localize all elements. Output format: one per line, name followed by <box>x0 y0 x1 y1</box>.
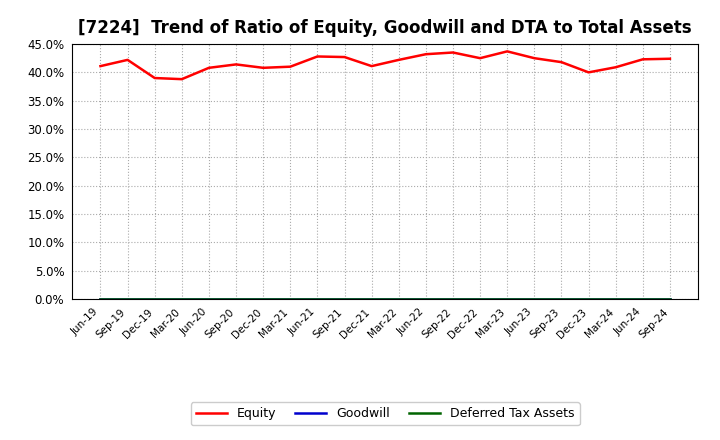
Deferred Tax Assets <box>611 297 620 302</box>
Equity <box>204 65 213 70</box>
Equity <box>421 51 430 57</box>
Equity <box>584 70 593 75</box>
Deferred Tax Assets <box>421 297 430 302</box>
Goodwill <box>286 297 294 302</box>
Deferred Tax Assets <box>449 297 457 302</box>
Deferred Tax Assets <box>150 297 159 302</box>
Equity <box>395 57 403 62</box>
Goodwill <box>639 297 647 302</box>
Goodwill <box>584 297 593 302</box>
Equity <box>611 65 620 70</box>
Title: [7224]  Trend of Ratio of Equity, Goodwill and DTA to Total Assets: [7224] Trend of Ratio of Equity, Goodwil… <box>78 19 692 37</box>
Goodwill <box>557 297 566 302</box>
Equity <box>123 57 132 62</box>
Goodwill <box>530 297 539 302</box>
Deferred Tax Assets <box>204 297 213 302</box>
Goodwill <box>123 297 132 302</box>
Goodwill <box>178 297 186 302</box>
Deferred Tax Assets <box>96 297 105 302</box>
Goodwill <box>503 297 511 302</box>
Equity <box>367 63 376 69</box>
Deferred Tax Assets <box>232 297 240 302</box>
Deferred Tax Assets <box>259 297 268 302</box>
Deferred Tax Assets <box>367 297 376 302</box>
Deferred Tax Assets <box>584 297 593 302</box>
Equity <box>150 75 159 81</box>
Line: Equity: Equity <box>101 51 670 79</box>
Deferred Tax Assets <box>178 297 186 302</box>
Goodwill <box>341 297 349 302</box>
Deferred Tax Assets <box>665 297 674 302</box>
Equity <box>259 65 268 70</box>
Equity <box>557 59 566 65</box>
Equity <box>476 55 485 61</box>
Equity <box>96 63 105 69</box>
Deferred Tax Assets <box>123 297 132 302</box>
Equity <box>232 62 240 67</box>
Equity <box>503 49 511 54</box>
Deferred Tax Assets <box>286 297 294 302</box>
Deferred Tax Assets <box>313 297 322 302</box>
Goodwill <box>96 297 105 302</box>
Equity <box>341 55 349 60</box>
Equity <box>665 56 674 62</box>
Deferred Tax Assets <box>395 297 403 302</box>
Goodwill <box>150 297 159 302</box>
Deferred Tax Assets <box>503 297 511 302</box>
Goodwill <box>259 297 268 302</box>
Equity <box>178 77 186 82</box>
Deferred Tax Assets <box>557 297 566 302</box>
Equity <box>313 54 322 59</box>
Goodwill <box>204 297 213 302</box>
Goodwill <box>665 297 674 302</box>
Legend: Equity, Goodwill, Deferred Tax Assets: Equity, Goodwill, Deferred Tax Assets <box>191 403 580 425</box>
Equity <box>286 64 294 70</box>
Goodwill <box>395 297 403 302</box>
Goodwill <box>313 297 322 302</box>
Equity <box>530 55 539 61</box>
Deferred Tax Assets <box>530 297 539 302</box>
Deferred Tax Assets <box>341 297 349 302</box>
Equity <box>449 50 457 55</box>
Goodwill <box>476 297 485 302</box>
Deferred Tax Assets <box>639 297 647 302</box>
Deferred Tax Assets <box>476 297 485 302</box>
Goodwill <box>367 297 376 302</box>
Equity <box>639 57 647 62</box>
Goodwill <box>421 297 430 302</box>
Goodwill <box>449 297 457 302</box>
Goodwill <box>611 297 620 302</box>
Goodwill <box>232 297 240 302</box>
